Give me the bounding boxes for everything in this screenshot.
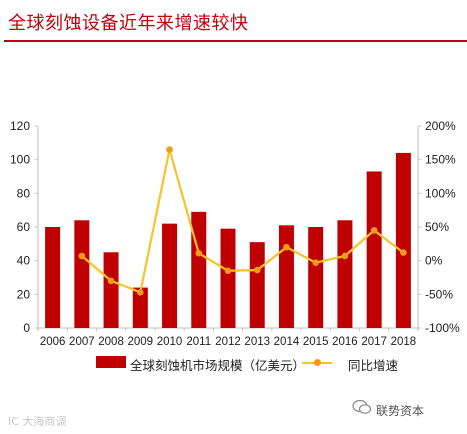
y-right-tick-label: 0% <box>425 254 443 268</box>
y-right-tick-label: 200% <box>425 119 456 133</box>
x-tick-label: 2009 <box>128 336 154 348</box>
growth-point <box>312 259 319 266</box>
y-right-tick-label: -50% <box>425 287 453 301</box>
x-tick-label: 2014 <box>274 336 300 348</box>
growth-point <box>370 227 378 234</box>
y-left-tick-label: 120 <box>10 119 30 133</box>
x-tick-label: 2016 <box>332 336 358 348</box>
x-tick-label: 2015 <box>303 336 329 348</box>
y-left-tick-label: 40 <box>17 254 31 268</box>
legend-bar-swatch <box>96 356 126 368</box>
bar <box>249 242 265 328</box>
legend-line-marker <box>314 359 321 366</box>
legend-line-label: 同比增速 <box>348 358 399 373</box>
growth-point <box>341 252 349 260</box>
growth-point <box>283 243 290 251</box>
y-left-tick-label: 20 <box>17 287 31 301</box>
bar <box>308 227 324 328</box>
bar <box>278 225 294 328</box>
x-tick-label: 2018 <box>391 336 417 348</box>
x-tick-label: 2011 <box>186 336 211 348</box>
y-right-tick-label: 50% <box>425 220 449 234</box>
y-right-tick-label: -100% <box>425 321 460 335</box>
page-title: 全球刻蚀设备近年来增速较快 <box>8 13 249 34</box>
growth-line <box>81 148 405 294</box>
y-right-tick-label: 100% <box>425 186 456 200</box>
x-tick-label: 2013 <box>244 336 270 348</box>
x-tick-label: 2010 <box>157 336 183 348</box>
legend: 全球刻蚀机市场规模（亿美元） 同比增速 <box>0 354 467 373</box>
bar <box>220 228 236 328</box>
x-tick-label: 2006 <box>40 336 66 348</box>
x-tick-label: 2012 <box>215 336 241 348</box>
bar <box>395 152 411 328</box>
bar <box>132 287 148 328</box>
growth-point <box>78 252 86 260</box>
y-right-tick-label: 150% <box>425 153 456 167</box>
x-tick-label: 2007 <box>69 336 95 348</box>
bar <box>337 220 353 328</box>
growth-point <box>400 249 407 256</box>
x-tick-label: 2017 <box>361 336 387 348</box>
y-left-tick-label: 60 <box>17 220 31 234</box>
bar <box>162 223 178 328</box>
growth-point <box>224 267 232 275</box>
growth-point <box>253 266 261 274</box>
legend-bar-label: 全球刻蚀机市场规模（亿美元） <box>130 358 306 373</box>
y-left-tick-label: 100 <box>10 153 30 167</box>
title-divider <box>4 40 467 42</box>
growth-point <box>195 249 203 257</box>
y-left-tick-label: 80 <box>17 186 31 200</box>
x-tick-label: 2008 <box>98 336 124 348</box>
bar <box>366 171 382 328</box>
bar <box>45 227 61 328</box>
bar <box>103 252 119 328</box>
y-left-tick-label: 0 <box>23 321 30 335</box>
growth-point <box>107 277 115 285</box>
watermark-left: IC 大海商调 <box>8 415 67 428</box>
bar <box>74 220 90 328</box>
bar <box>191 211 207 328</box>
growth-point <box>137 289 144 296</box>
watermark-right: 联势资本 <box>376 404 425 418</box>
wechat-icon <box>352 399 372 414</box>
growth-point <box>166 146 173 153</box>
